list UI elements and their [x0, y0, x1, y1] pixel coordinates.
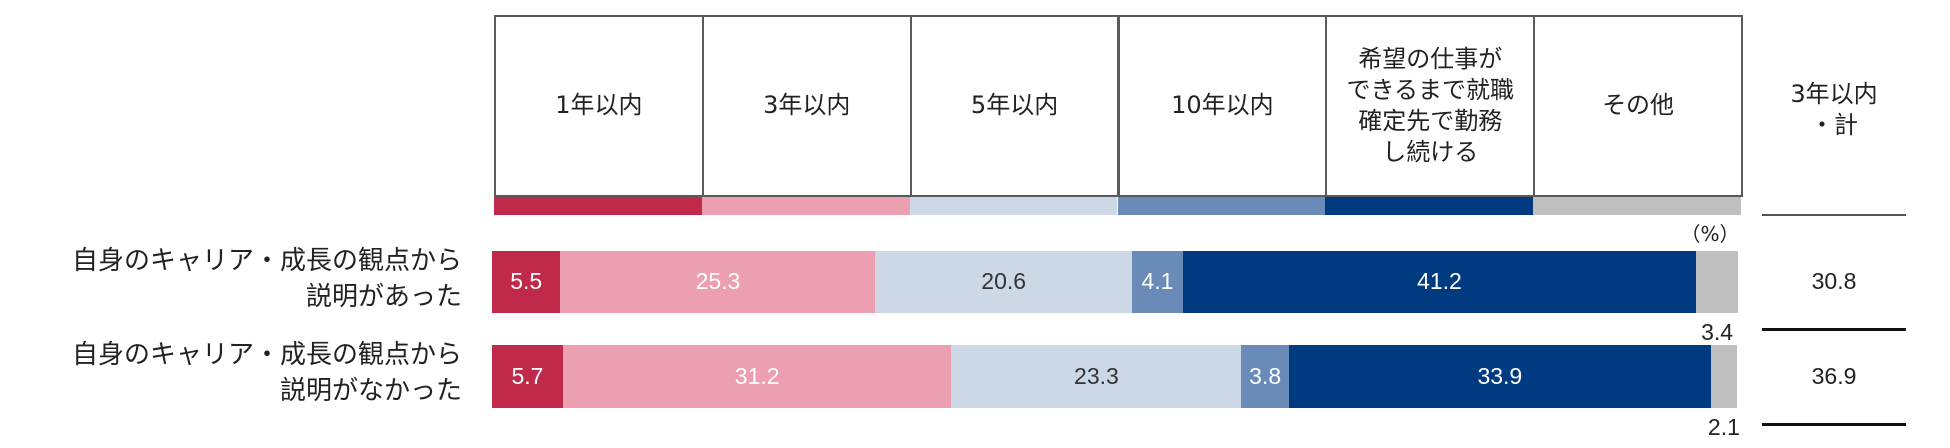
value-label: 20.6 [981, 268, 1027, 294]
row-label: 自身のキャリア・成長の観点から 説明がなかった [71, 340, 462, 407]
legend-swatch [701, 197, 910, 215]
total-rule [1762, 328, 1906, 331]
total-rule [1762, 423, 1906, 426]
value-label: 5.7 [511, 362, 544, 389]
legend-swatch [1117, 197, 1326, 215]
bar [492, 345, 563, 408]
bar [1695, 251, 1739, 313]
legend-header: 10年以内 [1117, 15, 1328, 197]
bar [951, 345, 1242, 408]
totals-rule [1762, 214, 1906, 216]
unit-label: （%） [1680, 222, 1740, 246]
value-label: 31.2 [734, 362, 780, 389]
bar [1710, 345, 1737, 408]
legend-header: 希望の仕事が できるまで就職 確定先で勤務 し続ける [1325, 15, 1536, 197]
totals-header: 3年以内 ・計 [1790, 79, 1878, 139]
row-label: 自身のキャリア・成長の観点から 説明があった [71, 246, 462, 313]
legend-swatch [1325, 197, 1534, 215]
bar [560, 251, 876, 313]
value-label: 2.1 [1707, 414, 1740, 440]
value-label: 3.8 [1249, 362, 1282, 389]
legend-header: 3年以内 [701, 15, 912, 197]
legend-swatch [909, 197, 1118, 215]
legend-swatch [494, 197, 702, 215]
value-label: 23.3 [1074, 362, 1119, 389]
bar [1241, 345, 1289, 408]
value-label: 41.2 [1417, 268, 1462, 294]
legend-header: 5年以内 [909, 15, 1120, 197]
value-label: 33.9 [1477, 362, 1523, 389]
value-label: 4.1 [1141, 268, 1174, 294]
bar [1182, 251, 1696, 313]
legend-swatch [1533, 197, 1741, 215]
bar [1131, 251, 1183, 313]
value-label: 5.5 [510, 268, 543, 294]
legend-header: 1年以内 [494, 15, 704, 197]
value-label: 25.3 [695, 268, 741, 294]
bar [1288, 345, 1711, 408]
bar [562, 345, 952, 408]
value-label: 3.4 [1701, 319, 1734, 345]
legend-header: その他 [1533, 15, 1743, 197]
total-value: 30.8 [1811, 268, 1857, 294]
total-value: 36.9 [1811, 362, 1857, 389]
bar [875, 251, 1132, 313]
bar [492, 251, 561, 313]
